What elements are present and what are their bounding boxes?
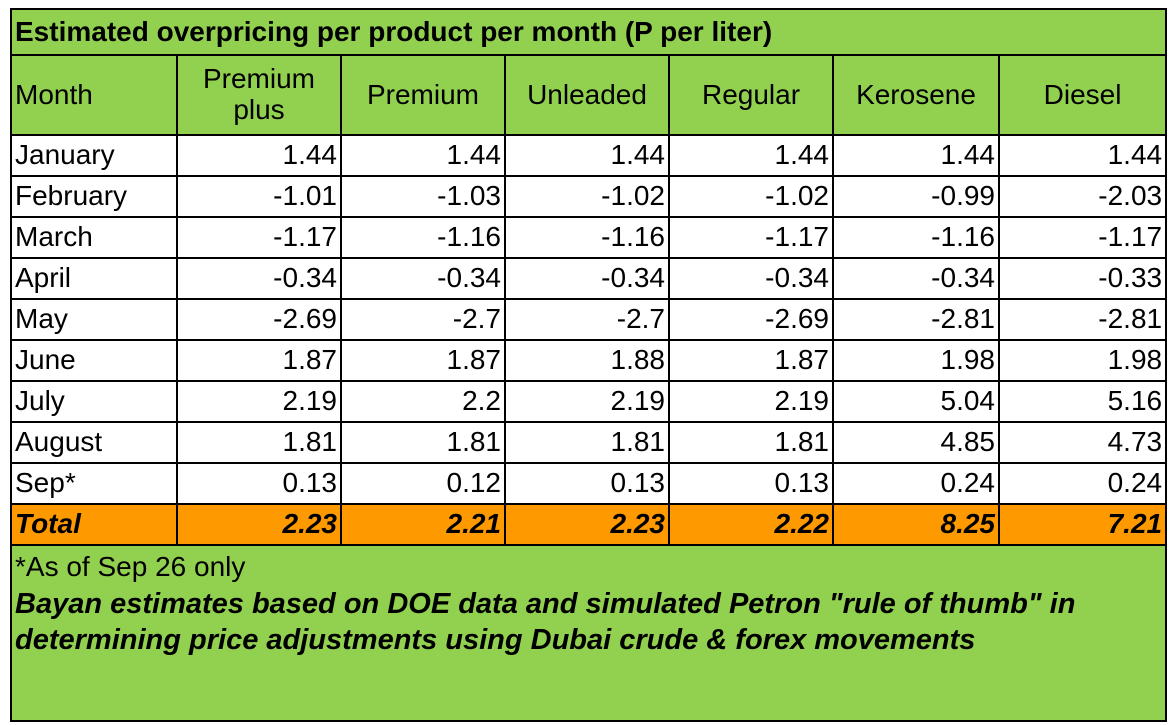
total-value-cell: 2.22: [668, 503, 834, 546]
column-header: Regular: [668, 54, 834, 136]
value-cell: -0.34: [832, 257, 1000, 300]
value-cell: -1.16: [340, 216, 506, 259]
value-cell: -2.81: [832, 298, 1000, 341]
value-cell: -2.81: [997, 298, 1168, 341]
value-cell: -0.34: [176, 257, 342, 300]
value-cell: -2.7: [504, 298, 670, 341]
value-cell: 1.81: [176, 421, 342, 464]
value-cell: 1.88: [504, 339, 670, 382]
value-cell: -0.99: [832, 175, 1000, 218]
value-cell: -2.69: [668, 298, 834, 341]
table-title: Estimated overpricing per product per mo…: [9, 8, 1168, 56]
table-row: August 1.81 1.81 1.81 1.81 4.85 4.73: [10, 421, 1168, 464]
value-cell: 1.44: [504, 134, 670, 177]
value-cell: 1.98: [997, 339, 1168, 382]
value-cell: -1.17: [997, 216, 1168, 259]
value-cell: 1.44: [668, 134, 834, 177]
footnote: *As of Sep 26 only: [15, 551, 246, 582]
column-header: Premium plus: [176, 54, 342, 136]
value-cell: 1.87: [340, 339, 506, 382]
table-row: Sep* 0.13 0.12 0.13 0.13 0.24 0.24: [10, 462, 1168, 505]
column-header: Premium: [340, 54, 506, 136]
table-row: April -0.34 -0.34 -0.34 -0.34 -0.34 -0.33: [10, 257, 1168, 300]
total-value-cell: 7.21: [997, 503, 1168, 546]
source-note: Bayan estimates based on DOE data and si…: [15, 587, 1076, 656]
table-row: January 1.44 1.44 1.44 1.44 1.44 1.44: [10, 134, 1168, 177]
total-value-cell: 2.23: [504, 503, 670, 546]
value-cell: 1.81: [668, 421, 834, 464]
value-cell: 0.13: [504, 462, 670, 505]
value-cell: 4.85: [832, 421, 1000, 464]
month-cell: August: [10, 421, 178, 464]
total-label: Total: [10, 503, 178, 546]
value-cell: -2.69: [176, 298, 342, 341]
total-row: Total 2.23 2.21 2.23 2.22 8.25 7.21: [10, 503, 1168, 546]
month-cell: July: [10, 380, 178, 423]
value-cell: -1.17: [176, 216, 342, 259]
value-cell: 1.81: [340, 421, 506, 464]
value-cell: 2.19: [668, 380, 834, 423]
value-cell: 1.87: [176, 339, 342, 382]
value-cell: 5.16: [997, 380, 1168, 423]
value-cell: 1.44: [176, 134, 342, 177]
month-cell: April: [10, 257, 178, 300]
column-header: Month: [10, 54, 178, 136]
value-cell: 0.24: [832, 462, 1000, 505]
value-cell: -2.03: [997, 175, 1168, 218]
value-cell: 2.19: [504, 380, 670, 423]
total-value-cell: 2.21: [340, 503, 506, 546]
total-value-cell: 2.23: [176, 503, 342, 546]
value-cell: 5.04: [832, 380, 1000, 423]
value-cell: 1.98: [832, 339, 1000, 382]
value-cell: -2.7: [340, 298, 506, 341]
table-row: May -2.69 -2.7 -2.7 -2.69 -2.81 -2.81: [10, 298, 1168, 341]
value-cell: -1.16: [504, 216, 670, 259]
value-cell: 1.81: [504, 421, 670, 464]
total-value-cell: 8.25: [832, 503, 1000, 546]
value-cell: -0.34: [340, 257, 506, 300]
column-header: Kerosene: [832, 54, 1000, 136]
column-header: Diesel: [997, 54, 1168, 136]
value-cell: 1.44: [340, 134, 506, 177]
month-cell: May: [10, 298, 178, 341]
table-row: July 2.19 2.2 2.19 2.19 5.04 5.16: [10, 380, 1168, 423]
table-row: March -1.17 -1.16 -1.16 -1.17 -1.16 -1.17: [10, 216, 1168, 259]
header-row: Month Premium plus Premium Unleaded Regular K…: [10, 54, 1168, 136]
month-cell: January: [10, 134, 178, 177]
column-header: Unleaded: [504, 54, 670, 136]
value-cell: 4.73: [997, 421, 1168, 464]
month-cell: Sep*: [10, 462, 178, 505]
footer-notes: *As of Sep 26 only Bayan estimates based…: [9, 544, 1168, 722]
table-row: February -1.01 -1.03 -1.02 -1.02 -0.99 -2.03: [10, 175, 1168, 218]
value-cell: -1.17: [668, 216, 834, 259]
month-cell: June: [10, 339, 178, 382]
value-cell: 2.2: [340, 380, 506, 423]
value-cell: -1.03: [340, 175, 506, 218]
value-cell: 1.44: [832, 134, 1000, 177]
value-cell: 0.24: [997, 462, 1168, 505]
value-cell: -0.33: [997, 257, 1168, 300]
value-cell: 2.19: [176, 380, 342, 423]
value-cell: -1.16: [832, 216, 1000, 259]
value-cell: -1.02: [504, 175, 670, 218]
value-cell: -0.34: [668, 257, 834, 300]
overpricing-table-container: Estimated overpricing per product per mo…: [9, 8, 1168, 722]
value-cell: 0.12: [340, 462, 506, 505]
value-cell: -1.02: [668, 175, 834, 218]
table-row: June 1.87 1.87 1.88 1.87 1.98 1.98: [10, 339, 1168, 382]
value-cell: 1.87: [668, 339, 834, 382]
overpricing-table: Estimated overpricing per product per mo…: [9, 8, 1168, 722]
value-cell: -1.01: [176, 175, 342, 218]
value-cell: -0.34: [504, 257, 670, 300]
month-cell: February: [10, 175, 178, 218]
month-cell: March: [10, 216, 178, 259]
value-cell: 0.13: [176, 462, 342, 505]
value-cell: 0.13: [668, 462, 834, 505]
value-cell: 1.44: [997, 134, 1168, 177]
